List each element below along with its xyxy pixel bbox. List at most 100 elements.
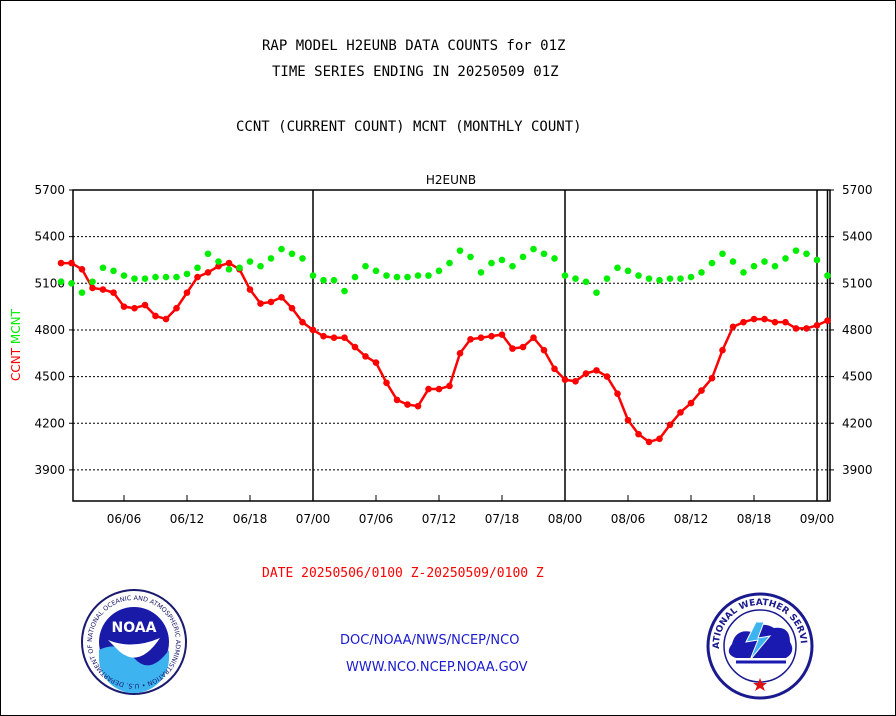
ccnt-point [162, 315, 170, 323]
ccnt-point [624, 416, 632, 424]
ccnt-point [57, 259, 65, 267]
y-tick-label-right: 4800 [842, 323, 873, 337]
ccnt-point [288, 304, 296, 312]
ccnt-point [330, 334, 338, 342]
mcnt-point [561, 272, 569, 279]
mcnt-point [782, 255, 789, 262]
mcnt-point [194, 264, 201, 272]
x-tick-label: 08/12 [674, 512, 709, 526]
ccnt-point [561, 376, 569, 384]
mcnt-point [267, 255, 275, 262]
mcnt-point [372, 267, 380, 275]
mcnt-point [740, 269, 747, 276]
ccnt-point [341, 334, 348, 342]
y-tick-label: 4800 [34, 323, 65, 337]
org-path-link[interactable]: DOC/NOAA/NWS/NCEP/NCO [340, 633, 520, 648]
ccnt-point [782, 318, 789, 326]
x-tick-label: 07/06 [359, 512, 394, 526]
x-tick-label: 06/12 [170, 512, 205, 526]
mcnt-point [225, 266, 233, 273]
mcnt-point [624, 267, 632, 275]
mcnt-point [278, 245, 285, 253]
mcnt-point [792, 247, 800, 254]
ccnt-point [404, 401, 411, 408]
mcnt-point [719, 250, 726, 258]
x-tick-label: 07/18 [485, 512, 520, 526]
ccnt-point [246, 286, 254, 293]
mcnt-point [509, 262, 516, 270]
ccnt-point [498, 331, 506, 338]
x-tick-label: 06/18 [233, 512, 268, 526]
ccnt-point [152, 312, 159, 320]
ccnt-point [645, 438, 653, 446]
ccnt-point [729, 323, 737, 331]
x-tick-label: 09/00 [800, 512, 835, 526]
ccnt-point [68, 259, 75, 267]
ccnt-point [530, 334, 537, 342]
ccnt-point [309, 326, 317, 334]
y-axis-left: 3900 4200 4500 4800 5100 5400 5700 [34, 183, 73, 477]
x-tick-label: 07/00 [296, 512, 331, 526]
ccnt-point [183, 289, 191, 296]
ccnt-point [446, 382, 453, 390]
mcnt-point [246, 258, 254, 265]
ccnt-point [824, 317, 831, 324]
ccnt-point [519, 343, 527, 351]
ccnt-point [750, 315, 758, 323]
website-link[interactable]: WWW.NCO.NCEP.NOAA.GOV [346, 660, 528, 675]
ccnt-point [792, 325, 800, 332]
ccnt-point [141, 301, 149, 309]
mcnt-point [309, 272, 317, 279]
ccnt-point [120, 303, 128, 310]
nws-logo[interactable]: NATIONAL WEATHER SERVICE [706, 592, 814, 700]
ccnt-point [257, 300, 264, 307]
mcnt-point [435, 267, 443, 275]
mcnt-point [99, 264, 107, 272]
ccnt-point [761, 315, 768, 323]
mcnt-point [204, 250, 212, 258]
y-tick-label-right: 5100 [842, 276, 873, 290]
mcnt-point [498, 256, 506, 264]
ccnt-point [572, 377, 579, 385]
mcnt-point [288, 250, 296, 258]
subtitle: CCNT (CURRENT COUNT) MCNT (MONTHLY COUNT… [236, 119, 582, 135]
ccnt-point [89, 284, 96, 292]
mcnt-point [593, 289, 600, 296]
mcnt-point [183, 270, 191, 278]
y-tick-label-right: 5700 [842, 183, 873, 197]
mcnt-point [750, 262, 758, 270]
ccnt-point [110, 289, 117, 296]
mcnt-point [131, 275, 138, 282]
mcnt-point [477, 269, 485, 276]
mcnt-point [173, 273, 180, 281]
mcnt-point [362, 262, 369, 270]
mcnt-point [236, 264, 243, 272]
y-tick-label-right: 4200 [842, 416, 873, 430]
plot-area [72, 189, 831, 502]
ccnt-point [320, 332, 327, 340]
ccnt-point [99, 286, 107, 293]
ccnt-point [593, 367, 600, 374]
ccnt-point [467, 335, 474, 343]
ccnt-point [614, 390, 621, 398]
ccnt-point [435, 385, 443, 393]
series-mcnt [57, 245, 831, 296]
ccnt-point [393, 396, 401, 404]
ccnt-point [78, 266, 86, 273]
x-tick-label: 08/06 [611, 512, 646, 526]
date-range: DATE 20250506/0100 Z-20250509/0100 Z [262, 566, 544, 581]
noaa-logo[interactable]: NOAA NATIONAL OCEANIC AND ATMOSPHERIC AD… [80, 588, 188, 696]
ccnt-point [488, 332, 495, 340]
mcnt-point [152, 273, 159, 281]
mcnt-point [603, 275, 611, 282]
mcnt-point [120, 272, 128, 279]
mcnt-point [614, 264, 621, 272]
y-tick-label: 5700 [34, 183, 65, 197]
ccnt-point [656, 435, 663, 443]
y-tick-label: 4200 [34, 416, 65, 430]
ccnt-point [278, 293, 285, 301]
ccnt-point [362, 353, 369, 360]
ccnt-point [267, 298, 275, 306]
mcnt-point [351, 273, 359, 281]
